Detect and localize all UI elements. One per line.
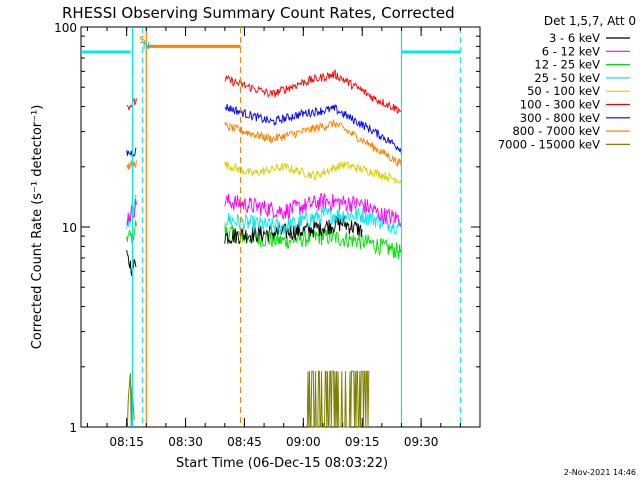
y-tick-label: 10 [62, 221, 77, 235]
x-tick-label: 09:00 [286, 435, 321, 449]
legend-label: 300 - 800 keV [520, 111, 600, 125]
x-axis-label: Start Time (06-Dec-15 08:03:22) [176, 456, 388, 471]
x-tick-label: 08:30 [168, 435, 203, 449]
series-line-1-seg-0 [126, 198, 137, 226]
series-line-3-seg-1 [224, 206, 402, 235]
legend-label: 7000 - 15000 keV [498, 137, 600, 151]
series-line-4-seg-0 [224, 160, 402, 185]
series-line-6-seg-1 [224, 103, 402, 154]
legend-label: 100 - 300 keV [520, 98, 600, 112]
y-axis-label: Corrected Count Rate (s⁻¹ detector⁻¹) [30, 105, 45, 350]
series-line-3-seg-0 [126, 194, 137, 229]
y-tick-label: 1 [69, 421, 77, 435]
legend-label: 6 - 12 keV [542, 44, 600, 58]
series-line-5-seg-0 [126, 97, 137, 111]
x-tick-label: 08:45 [227, 435, 262, 449]
series-line-7-seg-0 [126, 159, 137, 170]
saa-label: S [139, 35, 145, 46]
legend-label: 800 - 7000 keV [512, 124, 600, 138]
series-line-0-seg-0 [126, 249, 137, 277]
series-line-5-seg-1 [224, 69, 402, 115]
legend-header: Det 1,5,7, Att 0 [544, 14, 636, 28]
legend-label: 12 - 25 keV [534, 58, 600, 72]
night-label: N [143, 41, 150, 52]
x-tick-label: 09:15 [345, 435, 380, 449]
x-tick-label: 09:30 [404, 435, 439, 449]
series-line-0-seg-1 [224, 214, 363, 245]
series-line-8-seg-1 [306, 370, 370, 428]
series-line-7-seg-1 [224, 119, 402, 168]
series-line-6-seg-0 [126, 147, 137, 157]
series-line-2-seg-0 [126, 220, 137, 244]
footer-timestamp: 2-Nov-2021 14:46 [564, 468, 636, 477]
axis-layer: 1 10 100 08:15 08:30 08:45 09:00 09:15 09:30 [54, 21, 481, 449]
legend-label: 25 - 50 keV [534, 71, 600, 85]
legend-label: 50 - 100 keV [527, 84, 600, 98]
series-line-1-seg-1 [224, 193, 402, 227]
x-tick-label: 08:15 [109, 435, 144, 449]
legend-label: 3 - 6 keV [549, 31, 600, 45]
y-tick-label: 100 [54, 21, 77, 35]
chart-title: RHESSI Observing Summary Count Rates, Co… [62, 4, 455, 22]
marker-layer: SN [81, 27, 461, 427]
